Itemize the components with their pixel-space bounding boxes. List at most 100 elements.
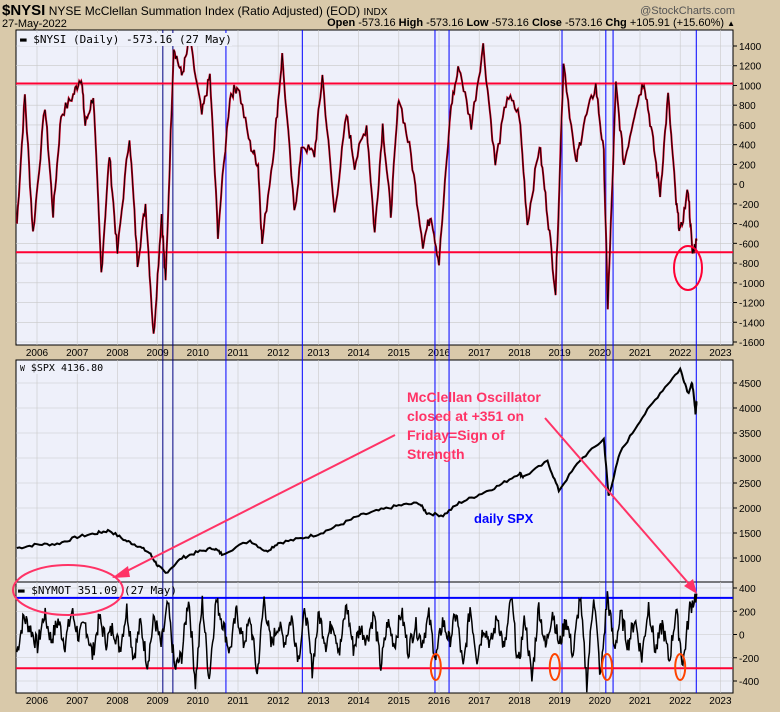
x-tick-label: 2015: [388, 348, 411, 359]
x-tick-label: 2009: [146, 348, 169, 359]
x-tick-label: 2022: [669, 696, 692, 707]
nysi-legend-text: $NYSI (Daily) -573.16 (27 May): [33, 33, 232, 46]
y-tick-label: -800: [739, 259, 759, 270]
x-tick-label: 2011: [227, 348, 249, 359]
spx-legend: W $SPX 4136.80: [20, 363, 104, 374]
y-tick-label: 4500: [739, 379, 762, 390]
x-tick-label: 2020: [589, 348, 612, 359]
y-tick-label: -1000: [739, 279, 765, 290]
y-tick-label: 800: [739, 101, 756, 112]
chart-title: $NYSI NYSE McClellan Summation Index (Ra…: [2, 2, 387, 19]
nysi-legend: ▬ $NYSI (Daily) -573.16 (27 May): [20, 33, 232, 46]
x-tick-label: 2013: [307, 348, 330, 359]
nymot-line: [16, 591, 698, 693]
x-tick-label: 2017: [468, 348, 491, 359]
panel-1: [15, 359, 734, 583]
oversold-marker: [601, 653, 614, 681]
legend-line-icon: ▬: [20, 33, 27, 46]
y-tick-label: 2000: [739, 504, 762, 515]
annotation-line: Friday=Sign of: [407, 427, 505, 443]
symbol: $NYSI: [2, 2, 46, 19]
oversold-marker: [674, 653, 687, 681]
x-tick-label: 2012: [267, 348, 290, 359]
chg-value: +105.91 (+15.60%): [629, 17, 725, 29]
low-label: Low: [466, 17, 489, 29]
x-tick-label: 2006: [26, 696, 49, 707]
x-tick-label: 2008: [106, 696, 129, 707]
oversold-marker: [548, 653, 561, 681]
x-tick-label: 2017: [468, 696, 491, 707]
close-label: Close: [531, 17, 562, 29]
y-tick-label: -1400: [739, 318, 765, 329]
annotation-line: Strength: [407, 446, 465, 462]
y-tick-label: 1000: [739, 554, 762, 565]
arrowhead-icon: [112, 566, 130, 578]
x-tick-label: 2021: [629, 696, 652, 707]
low-value: -573.16: [491, 17, 529, 29]
y-tick-label: 2500: [739, 479, 762, 490]
oscillator-annotation: McClellan Oscillator closed at +351 on F…: [407, 388, 541, 464]
x-tick-label: 2018: [508, 696, 531, 707]
up-triangle-icon: ▲: [727, 19, 735, 28]
y-tick-label: 200: [739, 607, 756, 618]
nymot-legend: ▬ $NYMOT 351.09 (27 May): [18, 584, 177, 597]
watermark: @StockCharts.com: [640, 5, 735, 17]
x-tick-label: 2013: [307, 696, 330, 707]
x-tick-label: 2023: [709, 348, 732, 359]
x-tick-label: 2007: [66, 696, 89, 707]
y-tick-label: 400: [739, 584, 756, 595]
x-tick-label: 2022: [669, 348, 692, 359]
x-tick-label: 2011: [227, 696, 249, 707]
y-tick-label: 1000: [739, 81, 762, 92]
spx-annotation: daily SPX: [474, 511, 534, 526]
date-label: 27-May-2022: [2, 18, 67, 30]
x-tick-label: 2014: [347, 696, 370, 707]
high-value: -573.16: [426, 17, 464, 29]
nymot-legend-text: $NYMOT 351.09 (27 May): [31, 584, 177, 597]
x-tick-label: 2019: [548, 696, 571, 707]
y-tick-label: -1600: [739, 338, 765, 349]
y-tick-label: 3000: [739, 454, 762, 465]
close-value: -573.16: [565, 17, 603, 29]
x-tick-label: 2016: [428, 348, 451, 359]
high-label: High: [398, 17, 424, 29]
x-tick-label: 2009: [146, 696, 169, 707]
spx-legend-text: $SPX 4136.80: [30, 363, 104, 374]
x-tick-label: 2014: [347, 348, 370, 359]
legend-highlight-ellipse: [12, 564, 124, 616]
x-tick-label: 2006: [26, 348, 49, 359]
x-tick-label: 2012: [267, 696, 290, 707]
annotation-arrow: [124, 434, 396, 573]
x-tick-label: 2010: [187, 348, 210, 359]
legend-line-icon: ▬: [18, 584, 25, 597]
y-tick-label: -600: [739, 239, 759, 250]
y-tick-label: 1400: [739, 42, 762, 53]
index-name: NYSE McClellan Summation Index (Ratio Ad…: [48, 4, 361, 18]
y-tick-label: -1200: [739, 299, 765, 310]
exchange: INDX: [363, 7, 388, 18]
x-tick-label: 2007: [66, 348, 89, 359]
y-tick-label: 1500: [739, 529, 762, 540]
spx-line: [16, 366, 698, 574]
x-tick-label: 2015: [388, 696, 411, 707]
x-tick-label: 2020: [589, 696, 612, 707]
x-tick-label: 2010: [187, 696, 210, 707]
y-tick-label: 400: [739, 141, 756, 152]
annotation-line: McClellan Oscillator: [407, 389, 541, 405]
y-tick-label: 4000: [739, 404, 762, 415]
x-tick-label: 2008: [106, 348, 129, 359]
y-tick-label: 1200: [739, 62, 762, 73]
y-tick-label: 3500: [739, 429, 762, 440]
open-value: -573.16: [358, 17, 396, 29]
arrowhead-icon: [684, 579, 697, 594]
y-tick-label: -400: [739, 677, 759, 688]
legend-marker-icon: W: [20, 364, 25, 373]
y-tick-label: -200: [739, 654, 759, 665]
annotation-arrow: [544, 417, 691, 586]
x-tick-label: 2019: [548, 348, 571, 359]
y-tick-label: -400: [739, 220, 759, 231]
x-tick-label: 2016: [428, 696, 451, 707]
y-tick-label: 0: [739, 631, 745, 642]
nysi-line: [16, 40, 698, 334]
